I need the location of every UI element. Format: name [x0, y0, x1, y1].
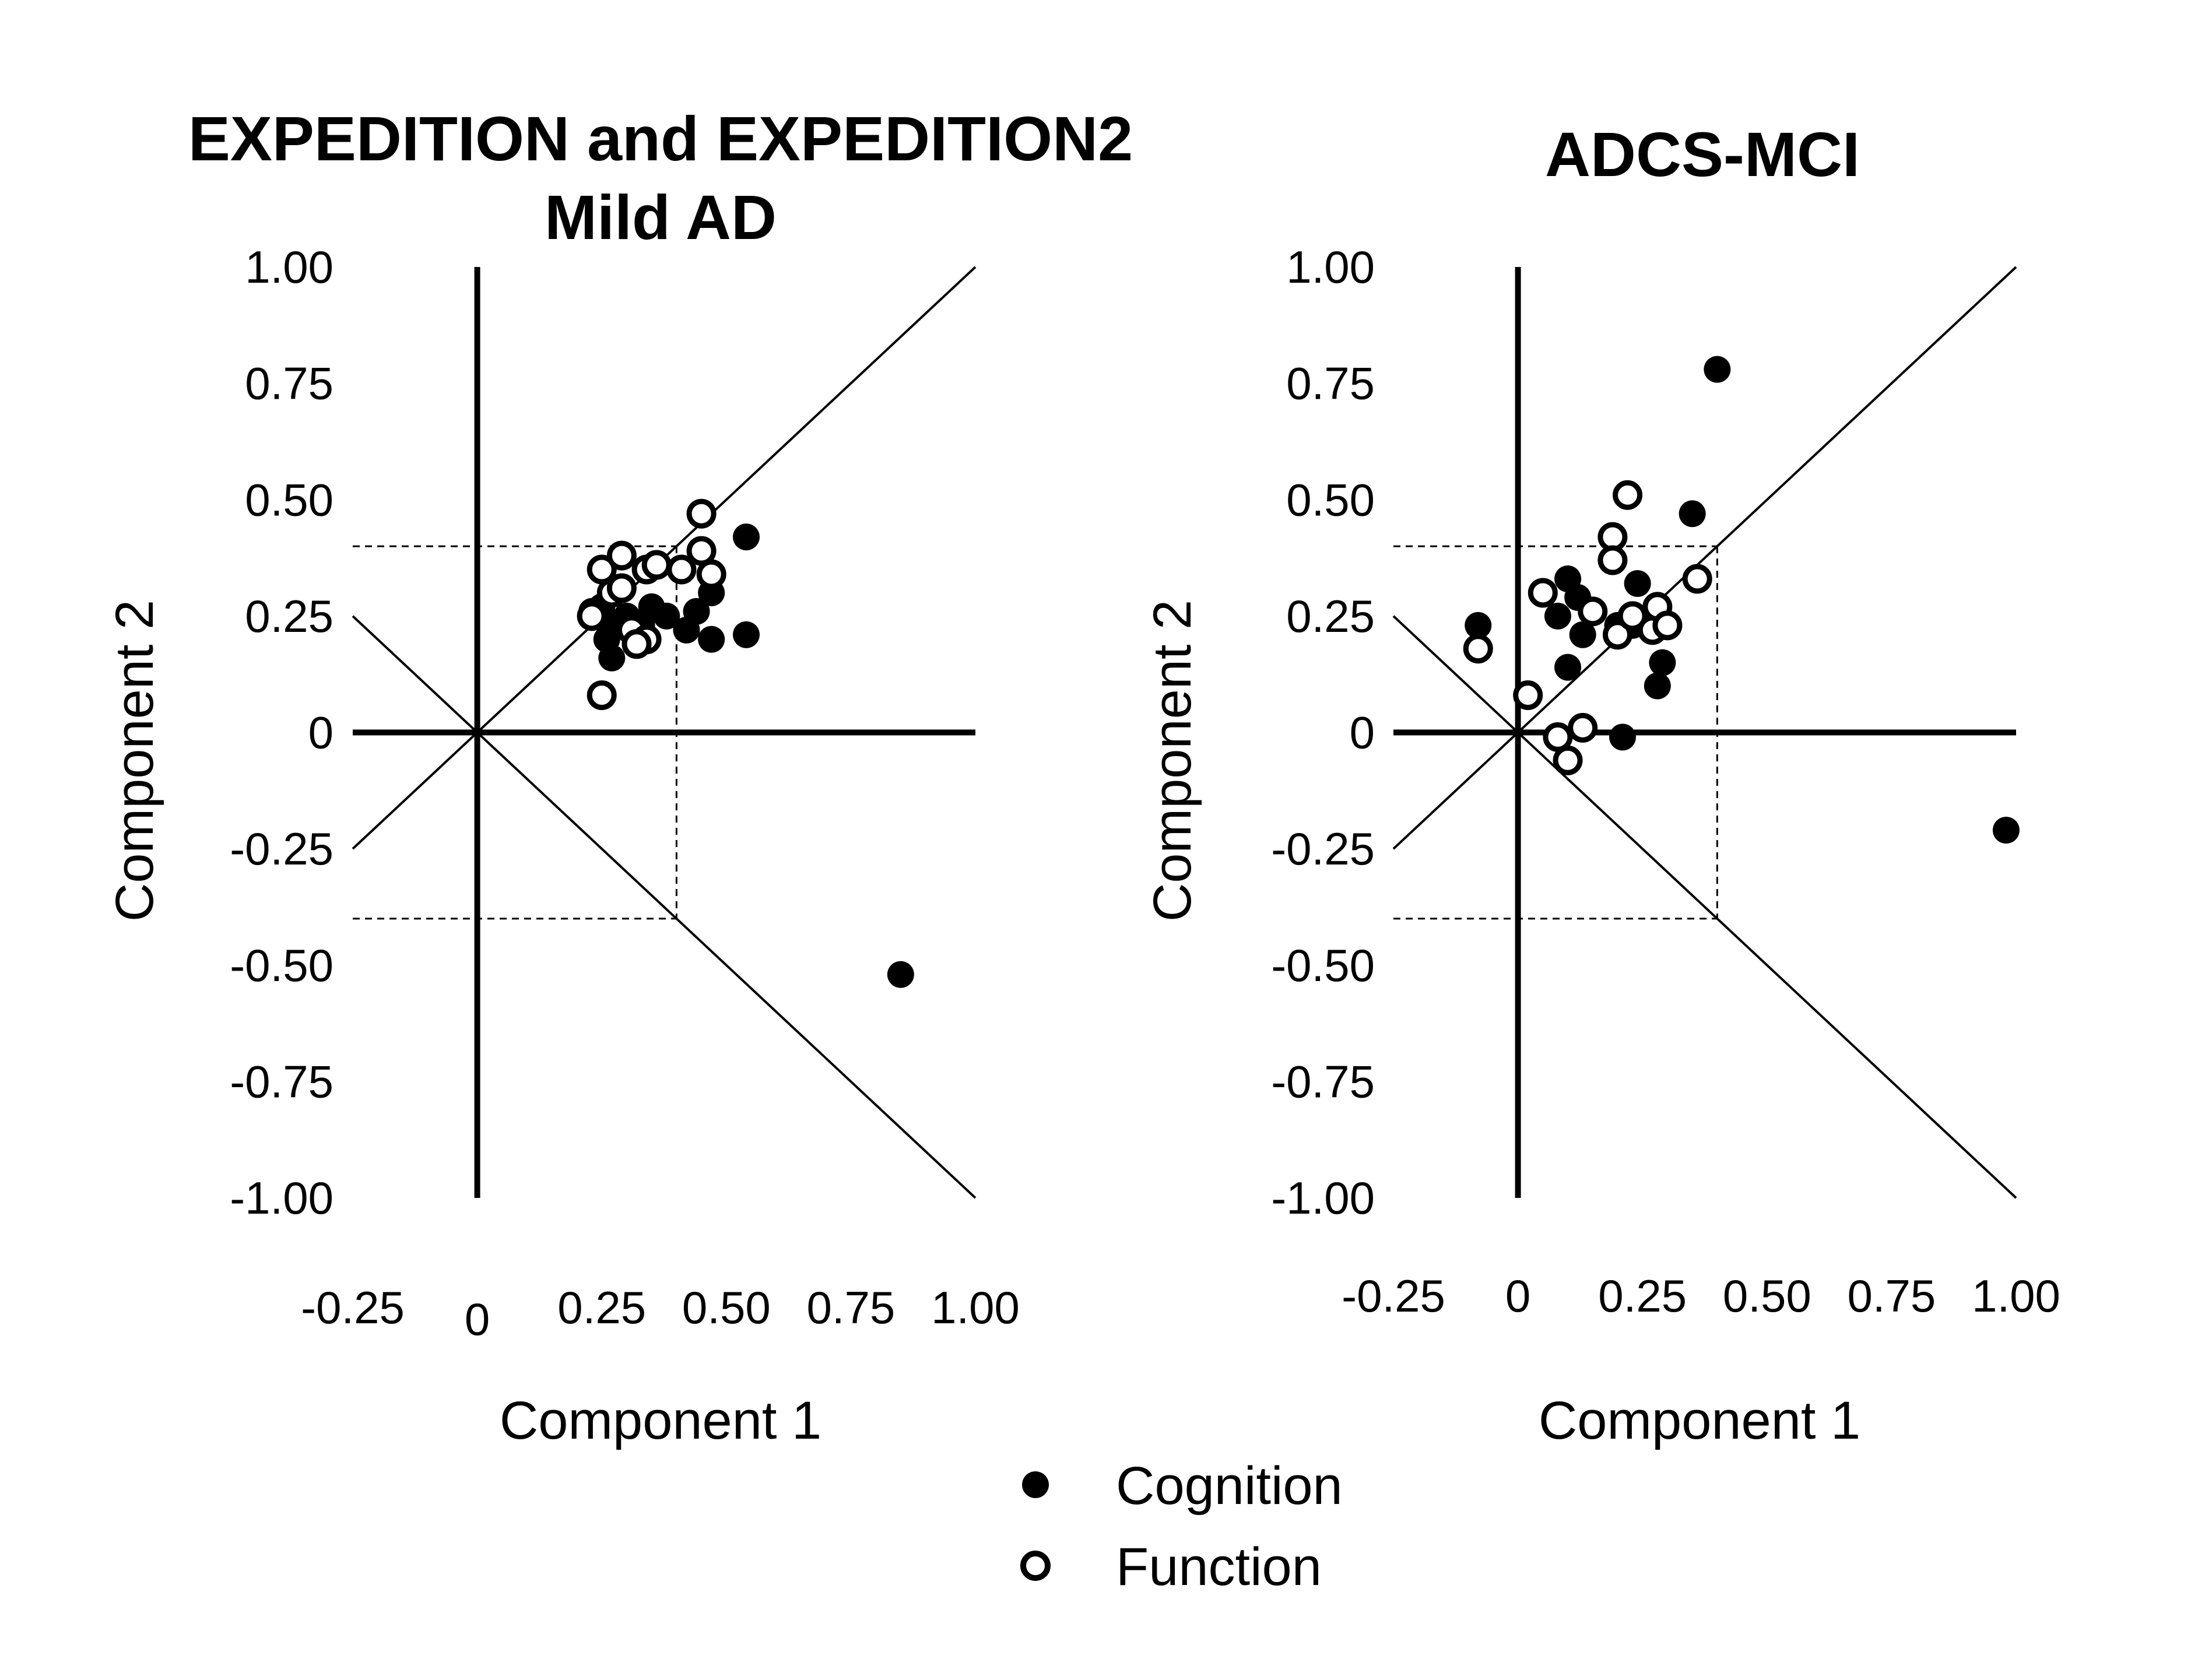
right-y-tick-label: 0.75 [1286, 358, 1375, 409]
left-y-tick-label: 0.75 [245, 358, 333, 409]
right-cognition-point [1704, 356, 1731, 383]
left-x-tick-label: 0 [465, 1294, 490, 1345]
left-diagonal-negative [352, 615, 977, 1199]
left-cognition-point [732, 523, 760, 551]
right-diagonal-negative [1392, 615, 2017, 1199]
left-chart-subtitle: Mild AD [545, 182, 777, 252]
right-y-tick-label: -0.75 [1271, 1056, 1375, 1107]
right-function-point [1553, 745, 1583, 775]
right-chart-xlabel: Component 1 [1539, 1391, 1860, 1450]
right-cognition-point [1554, 653, 1582, 681]
left-cognition-point [653, 602, 680, 630]
right-cognition-point [1609, 723, 1637, 751]
right-y-tick-label: 0.50 [1286, 474, 1375, 525]
right-chart-plot-area: 1.00 0.75 0.50 0.25 0 -0.25 -0.50 -0.75 -1.00 -0.… [1271, 241, 2060, 1321]
right-cognition-point [1624, 570, 1651, 597]
left-function-point [696, 559, 726, 589]
left-function-point [587, 680, 617, 711]
right-function-point [1528, 578, 1558, 608]
left-chart-xlabel: Component 1 [500, 1391, 821, 1450]
right-function-point [1602, 620, 1632, 650]
left-y-tick-label: -0.75 [230, 1056, 333, 1107]
left-y-tick-label: -1.00 [230, 1172, 333, 1224]
left-function-point [606, 573, 637, 603]
right-x-tick-label: 0 [1505, 1270, 1530, 1321]
right-function-point [1613, 480, 1643, 510]
left-x-tick-label: -0.25 [301, 1282, 405, 1333]
left-chart-plot-area: 1.00 0.75 0.50 0.25 0 -0.25 -0.50 -0.75 -1.00 -0.… [230, 241, 1020, 1345]
right-chart-title: ADCS-MCI [1545, 119, 1860, 189]
legend-marker-function [1020, 1551, 1051, 1581]
left-cognition-point [698, 625, 725, 653]
left-y-tick-label: -0.25 [230, 823, 333, 874]
right-y-tick-label: -0.50 [1271, 940, 1375, 991]
right-function-point [1568, 713, 1598, 743]
right-function-point [1578, 596, 1608, 627]
left-cognition-point [598, 644, 626, 672]
right-cognition-point [1644, 672, 1671, 700]
left-function-point [641, 550, 672, 580]
right-x-tick-label: 1.00 [1972, 1270, 2060, 1321]
left-cognition-point [683, 598, 710, 625]
right-cognition-point [1992, 817, 2020, 844]
right-x-tick-label: 0.75 [1847, 1270, 1936, 1321]
right-function-point [1463, 634, 1493, 664]
right-cognition-point [1569, 621, 1596, 648]
left-x-tick-label: 0.25 [557, 1282, 646, 1333]
left-function-point [622, 629, 652, 659]
right-x-tick-label: -0.25 [1342, 1270, 1445, 1321]
left-cognition-point [887, 961, 914, 988]
right-x-tick-label: 0.50 [1723, 1270, 1811, 1321]
left-chart-title: EXPEDITION and EXPEDITION2 [188, 103, 1133, 174]
right-y-tick-label: 1.00 [1286, 241, 1375, 293]
left-function-point [577, 601, 607, 631]
left-chart-ylabel: Component 2 [105, 600, 164, 922]
legend: Cognition Function [1020, 1456, 1343, 1597]
right-chart-ylabel: Component 2 [1143, 600, 1202, 922]
right-function-point [1682, 564, 1712, 594]
left-y-tick-label: 0 [308, 707, 333, 758]
right-function-point [1652, 610, 1683, 641]
left-y-tick-label: 0.25 [245, 591, 333, 642]
left-function-point [686, 498, 717, 529]
right-y-tick-label: 0 [1350, 707, 1375, 758]
left-function-point [666, 554, 697, 585]
left-function-point [606, 540, 637, 571]
left-chart: EXPEDITION and EXPEDITION2 Mild AD Compo… [105, 103, 1133, 1450]
right-diagonal-positive [1392, 266, 2017, 850]
right-function-point [1513, 680, 1543, 711]
left-x-tick-label: 0.50 [682, 1282, 771, 1333]
left-x-tick-label: 0.75 [806, 1282, 895, 1333]
legend-item-function: Function [1020, 1537, 1322, 1597]
right-chart: ADCS-MCI Component 1 Component 2 1.00 0.7… [1143, 119, 2060, 1450]
legend-label-cognition: Cognition [1116, 1456, 1343, 1516]
left-y-tick-label: 0.50 [245, 474, 333, 525]
right-y-tick-label: -1.00 [1271, 1172, 1375, 1224]
legend-marker-cognition [1022, 1471, 1049, 1498]
right-cognition-point [1649, 649, 1676, 676]
legend-item-cognition: Cognition [1022, 1456, 1343, 1516]
right-function-point [1597, 545, 1628, 575]
left-cognition-point [732, 621, 760, 648]
left-y-tick-label: 1.00 [245, 241, 333, 293]
right-y-tick-label: 0.25 [1286, 591, 1375, 642]
right-cognition-point [1679, 500, 1706, 528]
right-cognition-point [1544, 602, 1571, 630]
right-cognition-point [1465, 611, 1492, 639]
right-x-tick-label: 0.25 [1598, 1270, 1687, 1321]
left-x-tick-label: 1.00 [931, 1282, 1020, 1333]
right-function-point [1617, 601, 1648, 631]
legend-label-function: Function [1116, 1537, 1322, 1597]
right-y-tick-label: -0.25 [1271, 823, 1375, 874]
left-y-tick-label: -0.50 [230, 940, 333, 991]
